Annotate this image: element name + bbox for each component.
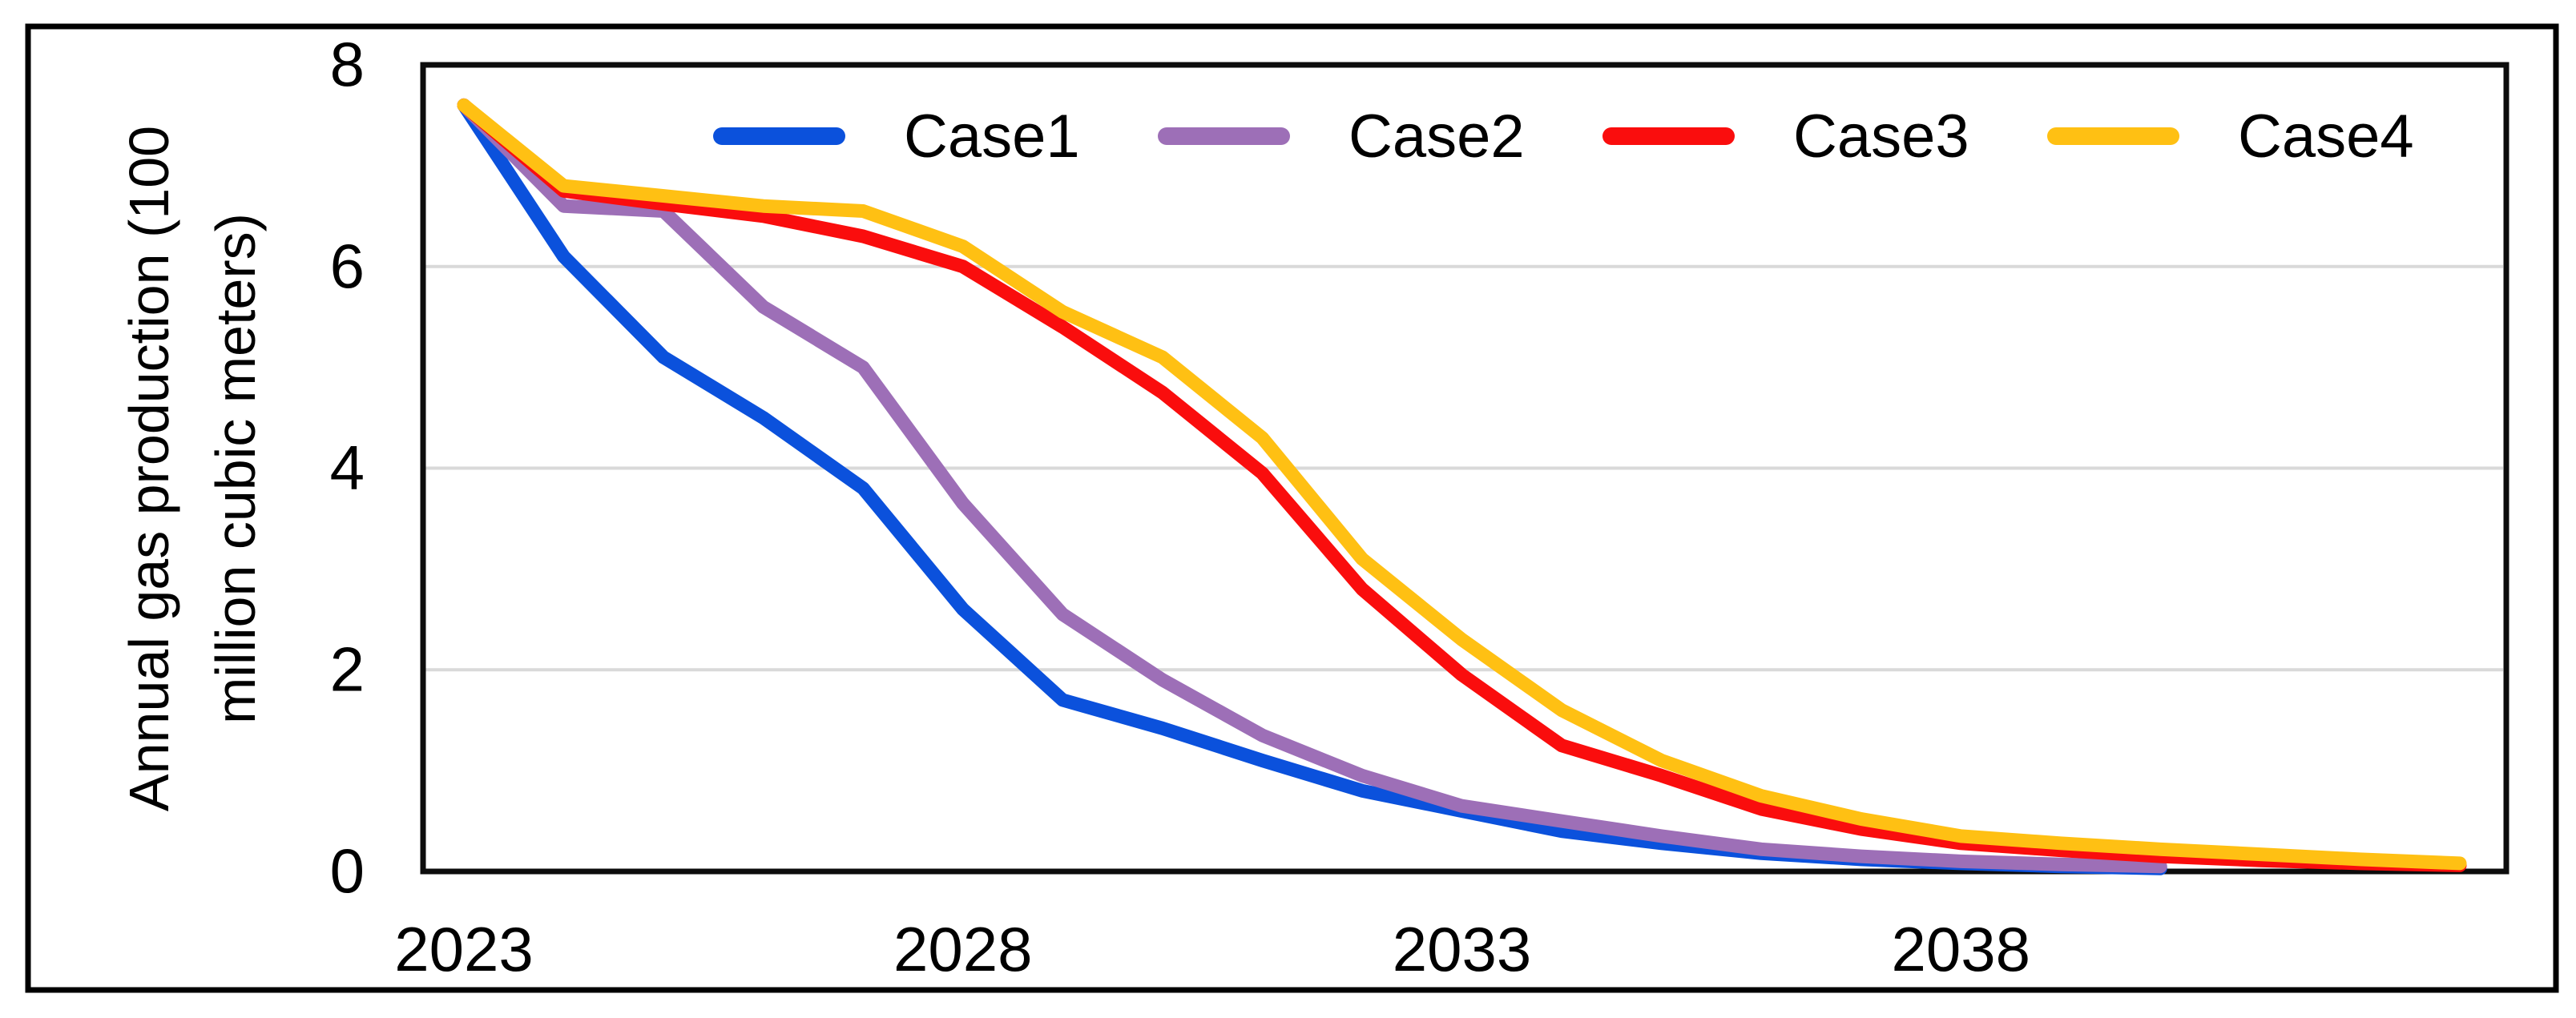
series-line-case2: [457, 98, 2167, 874]
y-tick-label-4: 4: [330, 433, 365, 503]
legend-label-case4: Case4: [2238, 103, 2414, 171]
y-tick-labels: 8 6 4 2 0: [330, 29, 365, 906]
x-tick-label-2038: 2038: [1891, 914, 2030, 984]
x-tick-label-2028: 2028: [893, 914, 1033, 984]
legend-item-case1: Case1: [713, 103, 1080, 171]
y-tick-label-6: 6: [330, 231, 365, 301]
y-tick-label-0: 0: [330, 835, 365, 906]
legend-label-case1: Case1: [904, 103, 1080, 171]
x-tick-label-2023: 2023: [394, 914, 534, 984]
legend-item-case3: Case3: [1602, 103, 1969, 171]
outer-frame: [25, 23, 2559, 993]
x-tick-labels: 2023 2028 2033 2038: [394, 914, 2030, 984]
y-axis-title-line1: Annual gas production (100: [118, 126, 180, 811]
x-tick-label-2033: 2033: [1393, 914, 1532, 984]
legend-item-case2: Case2: [1158, 103, 1525, 171]
legend-item-case4: Case4: [2047, 103, 2414, 171]
legend-label-case2: Case2: [1348, 103, 1525, 171]
series-line-case4: [457, 98, 2467, 871]
plot-border: [420, 62, 2509, 875]
gridlines: [425, 264, 2503, 672]
legend: Case1 Case2 Case3 Case4: [713, 103, 2414, 171]
y-axis-title-line2: million cubic meters): [204, 213, 267, 724]
y-tick-label-2: 2: [330, 634, 365, 704]
y-tick-label-8: 8: [330, 29, 365, 99]
series-line-case3: [457, 98, 2467, 872]
series-lines: [457, 98, 2467, 875]
legend-label-case3: Case3: [1793, 103, 1969, 171]
